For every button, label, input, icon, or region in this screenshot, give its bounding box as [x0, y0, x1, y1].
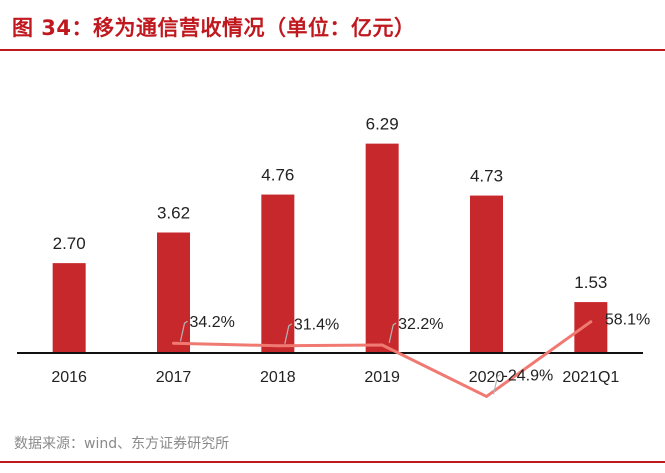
bar-value-label: 2.70	[53, 234, 86, 253]
x-tick-label: 2016	[51, 369, 87, 386]
figure-title: 图 34：移为通信营收情况（单位：亿元）	[12, 16, 416, 40]
growth-point	[380, 343, 384, 347]
growth-point	[485, 394, 488, 398]
x-tick-label: 2020	[469, 369, 505, 386]
x-tick-label: 2019	[364, 369, 400, 386]
bar-value-label: 3.62	[157, 204, 190, 223]
revenue-bar	[261, 194, 295, 353]
growth-value-label: 58.1%	[605, 312, 650, 329]
growth-label-leader	[284, 323, 293, 344]
revenue-bar	[52, 263, 86, 353]
revenue-bar	[470, 195, 503, 353]
growth-point	[589, 320, 593, 324]
bar-value-label: 4.76	[261, 166, 294, 185]
revenue-bar	[157, 232, 190, 353]
bar-value-label: 1.53	[574, 273, 607, 292]
growth-point	[172, 341, 175, 345]
x-tick-label: 2021Q1	[562, 369, 619, 386]
growth-value-label: 31.4%	[294, 317, 339, 334]
growth-value-label: 34.2%	[190, 314, 235, 331]
footer-rule	[0, 461, 665, 463]
growth-value-label: -24.9%	[503, 367, 554, 384]
revenue-bar	[574, 302, 608, 353]
x-tick-label: 2017	[156, 369, 192, 386]
source-note: 数据来源：wind、东方证券研究所	[14, 436, 230, 452]
growth-label-leader	[179, 320, 188, 342]
growth-value-label: 32.2%	[398, 316, 443, 333]
title-rule	[0, 49, 665, 51]
growth-label-leader	[492, 373, 501, 395]
revenue-bar	[365, 143, 399, 353]
bar-value-label: 6.29	[366, 115, 399, 134]
growth-point	[276, 344, 280, 348]
growth-label-leader	[388, 322, 397, 344]
x-tick-label: 2018	[260, 369, 296, 386]
bar-value-label: 4.73	[470, 167, 503, 186]
